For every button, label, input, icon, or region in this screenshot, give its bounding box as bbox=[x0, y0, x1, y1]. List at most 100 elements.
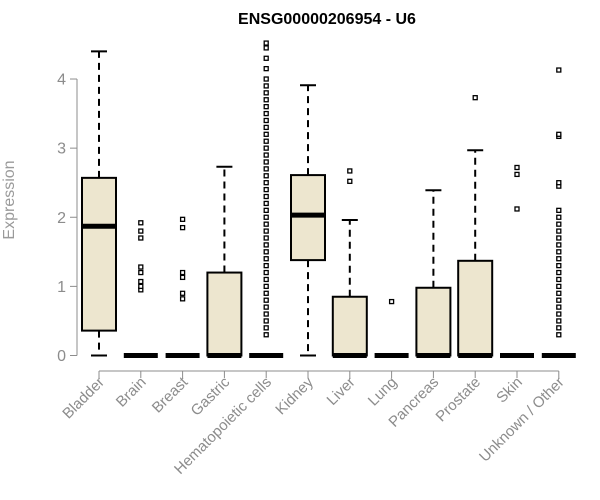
outlier-point bbox=[556, 235, 562, 241]
box-kidney bbox=[290, 84, 326, 357]
box-series bbox=[81, 40, 576, 358]
outlier-point bbox=[263, 193, 269, 200]
outlier-point bbox=[179, 216, 186, 222]
outlier-point bbox=[138, 235, 144, 241]
y-axis: 0 1 2 3 4 bbox=[57, 72, 78, 365]
outlier-point bbox=[556, 180, 562, 186]
outlier-point bbox=[556, 256, 562, 262]
box-bladder bbox=[81, 50, 117, 357]
outlier-point bbox=[556, 214, 562, 220]
outlier-point bbox=[179, 274, 186, 281]
x-tick-label: Liver bbox=[324, 374, 359, 409]
y-tick-label: 0 bbox=[57, 348, 66, 365]
outlier-point bbox=[514, 171, 520, 178]
outlier-point bbox=[263, 325, 269, 331]
x-tick-label: Skin bbox=[493, 374, 526, 407]
outlier-point bbox=[556, 290, 562, 296]
outlier-point bbox=[263, 200, 269, 207]
outlier-point bbox=[263, 173, 269, 179]
outlier-point bbox=[138, 220, 144, 226]
outlier-point bbox=[556, 304, 562, 310]
outlier-point bbox=[138, 228, 144, 234]
y-axis-label: Expression bbox=[1, 160, 18, 239]
outlier-point bbox=[179, 296, 186, 302]
outlier-point bbox=[263, 304, 269, 310]
box-breast bbox=[165, 216, 200, 358]
outlier-point bbox=[263, 40, 269, 46]
box-body bbox=[206, 271, 243, 357]
outlier-point bbox=[388, 298, 395, 305]
outlier-point bbox=[263, 55, 269, 61]
outlier-point bbox=[556, 318, 562, 324]
box-pancreas bbox=[415, 189, 452, 358]
outlier-point bbox=[179, 290, 186, 296]
outlier-point bbox=[556, 276, 562, 283]
outlier-point bbox=[263, 138, 269, 144]
outlier-point bbox=[556, 131, 562, 137]
outlier-point bbox=[179, 224, 186, 231]
outlier-point bbox=[263, 276, 269, 283]
x-tick-label: Prostate bbox=[432, 374, 484, 426]
outlier-point bbox=[263, 269, 269, 276]
outlier-point bbox=[263, 104, 269, 110]
outlier-point bbox=[556, 221, 562, 227]
x-tick-label: Bladder bbox=[59, 374, 108, 423]
outlier-point bbox=[263, 332, 269, 338]
outlier-point bbox=[556, 228, 562, 234]
outlier-point bbox=[263, 159, 269, 165]
outlier-point bbox=[138, 283, 144, 290]
outlier-point bbox=[514, 164, 520, 171]
outlier-point bbox=[556, 297, 562, 303]
outlier-point bbox=[472, 95, 478, 101]
box-prostate bbox=[457, 95, 494, 358]
outlier-point bbox=[263, 297, 269, 303]
box-gastric bbox=[206, 165, 243, 358]
outlier-point bbox=[263, 97, 269, 103]
outlier-point bbox=[263, 124, 269, 131]
outlier-point bbox=[263, 311, 269, 317]
outlier-point bbox=[263, 131, 269, 137]
outlier-point bbox=[179, 269, 186, 276]
x-tick-label: Lung bbox=[365, 374, 401, 410]
box-liver bbox=[331, 168, 368, 358]
outlier-point bbox=[556, 325, 562, 331]
box-body bbox=[415, 286, 452, 357]
outlier-point bbox=[263, 186, 269, 193]
outlier-point bbox=[263, 145, 269, 151]
outlier-point bbox=[263, 152, 269, 158]
outlier-point bbox=[263, 180, 269, 186]
outlier-point bbox=[138, 278, 144, 285]
outlier-point bbox=[263, 83, 269, 89]
outlier-point bbox=[556, 249, 562, 255]
box-skin bbox=[500, 164, 534, 358]
outlier-point bbox=[556, 332, 562, 338]
outlier-point bbox=[263, 214, 269, 220]
box-hematopoietic-cells bbox=[249, 40, 284, 358]
outlier-point bbox=[263, 318, 269, 324]
outlier-point bbox=[263, 235, 269, 241]
y-tick-label: 2 bbox=[57, 210, 66, 227]
outlier-point bbox=[263, 45, 269, 51]
outlier-point bbox=[556, 207, 562, 213]
outlier-point bbox=[514, 206, 520, 212]
outlier-point bbox=[556, 242, 562, 248]
outlier-point bbox=[556, 311, 562, 317]
outlier-point bbox=[263, 207, 269, 213]
outlier-point bbox=[263, 290, 269, 296]
outlier-point bbox=[263, 117, 269, 124]
box-body bbox=[331, 295, 368, 357]
box-unknown-other bbox=[541, 67, 576, 358]
box-lung bbox=[374, 298, 409, 358]
y-tick-label: 3 bbox=[57, 141, 66, 158]
outlier-point bbox=[263, 249, 269, 255]
chart-title: ENSG00000206954 - U6 bbox=[238, 11, 416, 28]
outlier-point bbox=[263, 256, 269, 262]
outlier-point bbox=[138, 264, 144, 270]
outlier-point bbox=[263, 228, 269, 234]
box-body bbox=[81, 176, 117, 332]
outlier-point bbox=[263, 221, 269, 227]
outlier-point bbox=[263, 76, 269, 82]
box-brain bbox=[123, 220, 158, 358]
